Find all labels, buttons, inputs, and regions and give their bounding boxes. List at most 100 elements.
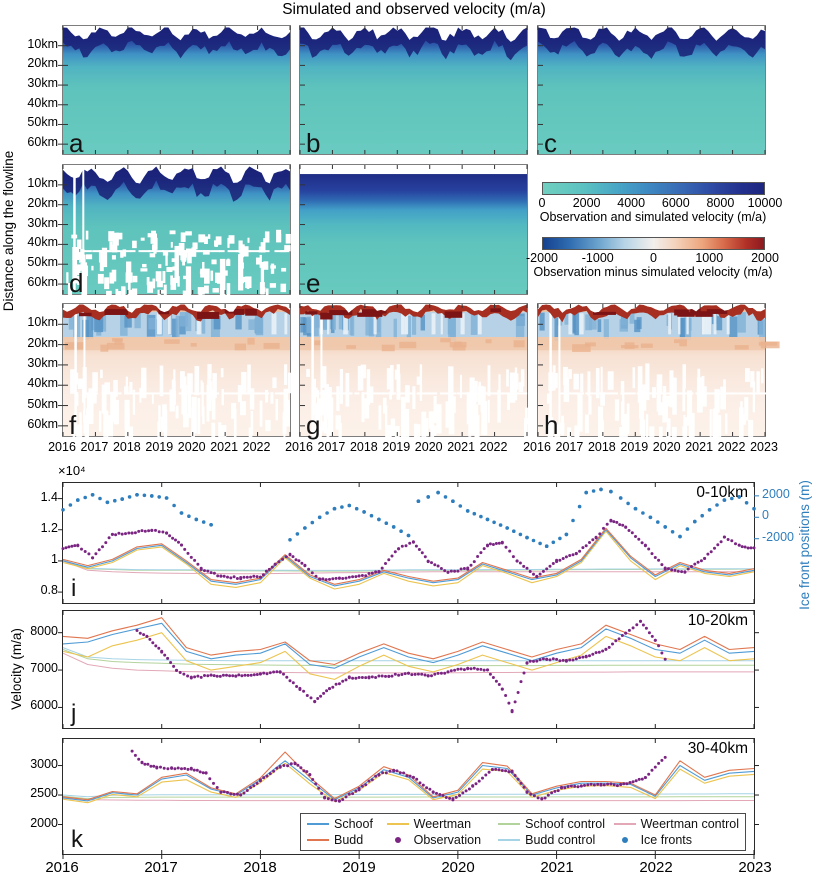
distance-tick-label: 30km bbox=[27, 355, 58, 370]
j-y-tick-label: 7000 bbox=[30, 661, 58, 676]
heatmap-x-tick-label: 2019 bbox=[145, 440, 174, 454]
k-y-tick-label: 2500 bbox=[30, 786, 58, 801]
distance-tick-label: 10km bbox=[27, 315, 58, 330]
legend-label: Budd control bbox=[525, 833, 596, 847]
difference-colorbar bbox=[542, 237, 765, 250]
panel-letter-d: d bbox=[69, 268, 84, 298]
ice-front-tick-label: -2000 bbox=[762, 529, 794, 544]
heatmap-panel-b: b bbox=[299, 25, 528, 158]
legend-label: Weertman bbox=[413, 817, 472, 831]
heatmap-x-tick-label: 2018 bbox=[587, 440, 616, 454]
flowline-axis-label: Distance along the flowline bbox=[1, 150, 16, 312]
legend-dot-swatch bbox=[394, 837, 401, 843]
distance-tick-label: 40km bbox=[27, 95, 58, 110]
heatmap-x-tick-label: 2022 bbox=[717, 440, 746, 454]
heatmap-x-tick-label: 2018 bbox=[349, 440, 378, 454]
colorbar-tick-label: 2000 bbox=[572, 196, 601, 210]
panel-letter-c: c bbox=[544, 128, 557, 158]
timeseries-panel-i: i 0-10km bbox=[58, 482, 759, 604]
distance-tick-label: 30km bbox=[27, 215, 58, 230]
heatmap-x-tick-label: 2016 bbox=[523, 440, 551, 454]
bottom-x-tick-label: 2020 bbox=[441, 859, 475, 876]
k-y-tick-label: 3000 bbox=[30, 756, 58, 771]
panel-letter-g: g bbox=[306, 410, 321, 440]
panel-letter-e: e bbox=[306, 268, 321, 298]
heatmap-x-tick-label: 2016 bbox=[285, 440, 313, 454]
legend-line-swatch bbox=[386, 823, 409, 825]
distance-tick-label: 50km bbox=[27, 255, 58, 270]
distance-tick-label: 60km bbox=[27, 275, 58, 290]
heatmap-x-tick-label: 2016 bbox=[48, 440, 76, 454]
distance-tick-label: 60km bbox=[27, 135, 58, 150]
i-y-tick-label: 1.4 bbox=[40, 489, 58, 504]
legend-label: Budd bbox=[334, 833, 364, 847]
heatmap-x-tick-label: 2021 bbox=[447, 440, 476, 454]
legend-line-swatch bbox=[613, 823, 636, 825]
distance-tick-label: 50km bbox=[27, 115, 58, 130]
heatmap-x-tick-label: 2017 bbox=[555, 440, 584, 454]
colorbar-tick-label: 4000 bbox=[617, 196, 646, 210]
colorbar-tick-label: 10000 bbox=[747, 196, 783, 210]
legend-item-weertman: Weertman bbox=[386, 817, 498, 831]
legend-line-swatch bbox=[307, 823, 329, 825]
legend-line-swatch bbox=[498, 823, 521, 825]
heatmap-x-tick-label: 2020 bbox=[652, 440, 681, 454]
heatmap-panel-d: d bbox=[58, 164, 291, 303]
y-axis-multiplier: ×10⁴ bbox=[58, 463, 86, 478]
range-label-i: 0-10km bbox=[696, 484, 748, 501]
colorbar-tick-label: 0 bbox=[650, 251, 657, 265]
distance-tick-label: 20km bbox=[27, 335, 58, 350]
colorbar-tick-label: -2000 bbox=[526, 251, 558, 265]
distance-tick-label: 60km bbox=[27, 416, 58, 431]
heatmap-x-tick-label: 2017 bbox=[317, 440, 346, 454]
heatmap-panel-a: a bbox=[58, 25, 291, 158]
j-y-tick-label: 8000 bbox=[30, 623, 58, 638]
panel-letter-b: b bbox=[306, 128, 321, 158]
distance-tick-label: 40km bbox=[27, 235, 58, 250]
heatmap-x-tick-label: 2023 bbox=[750, 440, 778, 454]
distance-tick-label: 30km bbox=[27, 76, 58, 91]
colorbar-tick-label: 0 bbox=[538, 196, 546, 210]
distance-tick-label: 40km bbox=[27, 376, 58, 391]
legend-line-swatch bbox=[307, 839, 329, 841]
velocity-colorbar bbox=[542, 182, 765, 195]
legend-label: Ice fronts bbox=[640, 833, 692, 847]
distance-tick-label: 50km bbox=[27, 396, 58, 411]
legend-label: Schoof bbox=[334, 817, 373, 831]
heatmap-x-tick-label: 2021 bbox=[210, 440, 239, 454]
range-label-j: 10-20km bbox=[687, 612, 748, 629]
icefront-axis-label: Ice front positions (m) bbox=[797, 480, 812, 610]
distance-tick-label: 20km bbox=[27, 56, 58, 71]
panel-letter-i: i bbox=[71, 575, 77, 602]
panel-letter-a: a bbox=[69, 128, 84, 158]
heatmap-x-tick-label: 2019 bbox=[382, 440, 411, 454]
heatmap-panel-c: c bbox=[537, 25, 766, 158]
legend-label: Schoof control bbox=[525, 817, 606, 831]
ice-front-tick-label: 2000 bbox=[762, 486, 790, 501]
heatmap-x-tick-label: 2022 bbox=[242, 440, 271, 454]
legend-item-schoof-control: Schoof control bbox=[498, 817, 613, 831]
velocity-colorbar-label: Observation and simulated velocity (m/a) bbox=[539, 210, 767, 224]
colorbar-tick-label: 1000 bbox=[695, 251, 724, 265]
bottom-x-tick-label: 2023 bbox=[738, 859, 772, 876]
colorbar-tick-label: 6000 bbox=[661, 196, 690, 210]
legend-line-swatch bbox=[498, 839, 521, 841]
legend-item-observation: Observation bbox=[387, 833, 498, 847]
figure-title: Simulated and observed velocity (m/a) bbox=[282, 1, 546, 18]
legend-item-schoof: Schoof bbox=[307, 817, 387, 831]
colorbar-tick-label: 2000 bbox=[751, 251, 779, 265]
i-y-tick-label: 0.8 bbox=[40, 583, 58, 598]
legend-item-budd-control: Budd control bbox=[498, 833, 613, 847]
k-y-tick-label: 2000 bbox=[30, 815, 58, 830]
bottom-x-tick-label: 2017 bbox=[144, 859, 178, 876]
bottom-x-tick-label: 2018 bbox=[243, 859, 277, 876]
ice-front-tick-label: 0 bbox=[762, 508, 769, 523]
heatmap-x-tick-label: 2018 bbox=[112, 440, 141, 454]
i-y-tick-label: 1 bbox=[51, 551, 58, 566]
bottom-x-tick-label: 2022 bbox=[639, 859, 673, 876]
panel-letter-h: h bbox=[544, 410, 559, 440]
legend-item-budd: Budd bbox=[307, 833, 387, 847]
legend-label: Weertman control bbox=[640, 817, 739, 831]
heatmap-x-tick-label: 2021 bbox=[685, 440, 714, 454]
colorbar-tick-label: 8000 bbox=[706, 196, 735, 210]
